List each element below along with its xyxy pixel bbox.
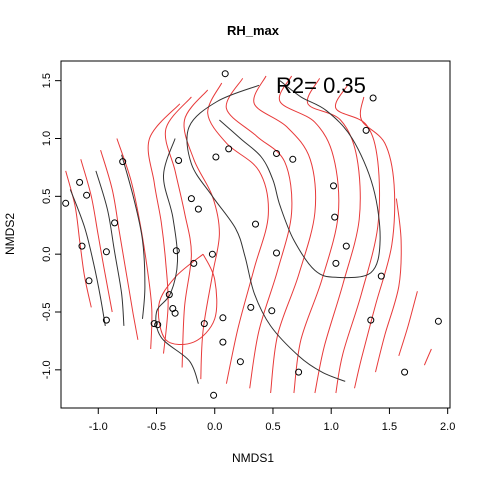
contour-red-11: [278, 75, 340, 394]
r2-annotation: R2= 0.35: [276, 73, 366, 98]
contour-red-1: [80, 159, 113, 313]
contour-red-15: [375, 198, 402, 373]
contour-lines-red: [65, 75, 432, 394]
contour-red-3: [116, 138, 153, 350]
data-point: [401, 368, 409, 376]
contour-red-10: [253, 75, 317, 394]
x-axis-label: NMDS1: [232, 451, 274, 465]
y-tick-label: 0.5: [41, 189, 53, 204]
contour-red-2: [100, 149, 139, 340]
data-point: [221, 70, 229, 78]
data-point: [78, 242, 86, 250]
y-tick-label: 1.0: [41, 131, 53, 146]
contour-red-16: [398, 291, 418, 357]
contour-red-14: [354, 96, 396, 389]
data-point: [85, 277, 93, 285]
data-point: [194, 205, 202, 213]
data-point: [330, 182, 337, 190]
contour-red-9: [225, 78, 293, 389]
contour-black-1: [95, 170, 125, 326]
chart-title: RH_max: [227, 23, 280, 38]
data-point: [171, 309, 179, 317]
data-point: [377, 272, 385, 280]
x-tick-label: -1.0: [89, 421, 108, 433]
x-tick-label: 0.0: [207, 421, 222, 433]
data-point: [154, 321, 162, 329]
contour-red-17: [423, 348, 432, 366]
data-point: [208, 250, 216, 258]
data-point: [236, 358, 244, 366]
data-points: [62, 70, 442, 399]
contour-black-0: [69, 189, 106, 326]
y-tick-label: -0.5: [41, 303, 53, 322]
x-tick-label: 1.5: [382, 421, 397, 433]
data-point: [247, 303, 255, 311]
contour-red-6: [183, 89, 220, 380]
y-axis: -1.0 -0.5 0.0 0.5 1.0 1.5: [41, 73, 62, 379]
data-point: [150, 320, 158, 328]
data-point: [172, 247, 180, 255]
contour-black-5: [219, 80, 381, 279]
data-point: [83, 191, 91, 199]
data-point: [273, 150, 280, 157]
data-point: [219, 314, 227, 322]
data-point: [369, 94, 377, 102]
contour-black-4: [186, 84, 346, 382]
y-tick-label: 0.0: [41, 247, 53, 262]
data-point: [295, 368, 303, 376]
contour-red-13: [334, 85, 381, 394]
data-point: [331, 213, 339, 221]
contour-black-3: [155, 138, 199, 384]
x-tick-label: 1.0: [324, 421, 339, 433]
data-point: [289, 155, 297, 163]
y-tick-label: -1.0: [41, 360, 53, 379]
x-tick-label: 2.0: [440, 421, 455, 433]
contour-red-12: [306, 78, 361, 394]
data-point: [212, 153, 220, 161]
data-point: [219, 338, 227, 346]
data-point: [76, 178, 84, 186]
data-point: [102, 248, 110, 256]
data-point: [434, 317, 442, 325]
data-point: [165, 291, 173, 299]
y-axis-label: NMDS2: [3, 213, 17, 255]
data-point: [190, 259, 198, 267]
data-point: [175, 157, 183, 164]
data-point: [119, 158, 127, 166]
contour-red-8: [207, 82, 269, 384]
x-axis: -1.0 -0.5 0.0 0.5 1.0 1.5 2.0: [89, 407, 455, 433]
contour-red-7: [157, 253, 218, 346]
data-point: [268, 307, 276, 315]
data-point: [187, 195, 195, 203]
data-point: [111, 219, 119, 227]
data-point: [102, 316, 110, 324]
y-tick-label: 1.5: [41, 73, 53, 88]
data-point: [252, 220, 259, 228]
data-point: [362, 126, 370, 134]
x-tick-label: -0.5: [147, 421, 166, 433]
data-point: [367, 316, 375, 324]
data-point: [273, 249, 280, 257]
contour-black-2: [121, 154, 146, 319]
data-point: [332, 259, 340, 267]
contour-lines-black: [69, 80, 381, 384]
x-tick-label: 0.5: [265, 421, 280, 433]
data-point: [225, 145, 233, 153]
data-point: [342, 242, 350, 250]
contour-red-4: [147, 103, 181, 354]
data-point: [210, 391, 218, 399]
contour-red-5: [164, 96, 192, 368]
data-point: [200, 320, 208, 328]
data-point: [62, 199, 70, 207]
